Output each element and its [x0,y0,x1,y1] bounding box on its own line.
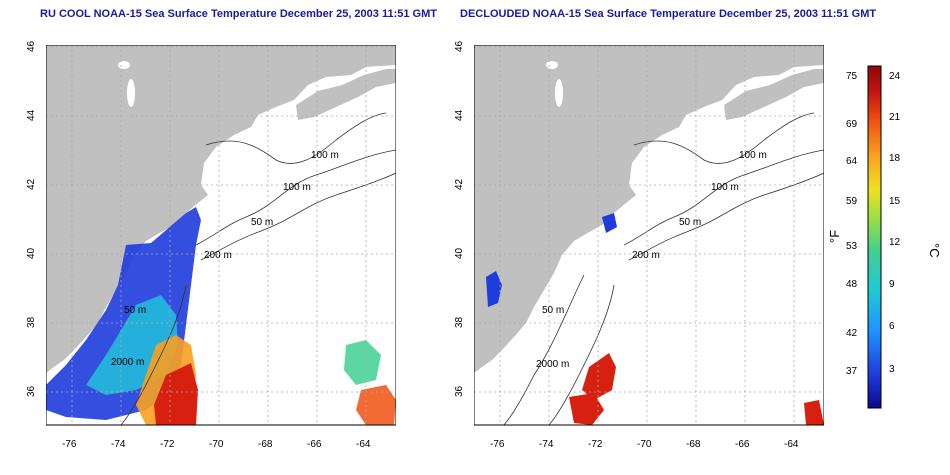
lat-tick-label: 46 [26,40,37,52]
contour-label: 200 m [204,250,232,261]
celsius-tick: 9 [889,279,895,290]
sst-patch-east [344,340,381,385]
contour-line [628,172,824,261]
lon-tick-label: -68 [258,439,273,450]
lat-tick-label: 36 [454,385,465,397]
lon-tick-label: -64 [356,439,371,450]
contour-label: 50 m [124,305,146,316]
lake [546,61,558,69]
lon-tick-label: -66 [735,439,750,450]
sst-colorbar: 75 69 64 59 53 48 42 37 24 21 18 15 12 9… [827,65,942,409]
fahrenheit-tick: 53 [846,241,858,252]
map-frame [46,45,396,426]
celsius-tick: 12 [889,237,901,248]
lat-tick-label: 44 [26,109,37,121]
left-sst-map: 100 m 100 m 50 m 200 m 50 m 2000 m [46,45,396,426]
lake [127,79,135,107]
lake [118,61,130,69]
graticule [474,45,824,425]
left-lat-axis: 46 44 42 40 38 36 [26,40,37,397]
contour-label: 50 m [679,217,701,228]
left-map-title: RU COOL NOAA-15 Sea Surface Temperature … [40,8,437,20]
nova-scotia-land [296,69,396,120]
right-lon-axis: -76 -74 -72 -70 -68 -66 -64 [490,439,799,450]
contour-label: 2000 m [111,357,144,368]
sst-swath-hot [154,363,198,425]
lon-tick-label: -66 [307,439,322,450]
sst-patch-gulfstream [569,393,604,425]
contour-line [548,284,615,426]
left-lon-axis: -76 -74 -72 -70 -68 -66 -64 [62,439,371,450]
right-sst-map: 100 m 100 m 50 m 200 m 50 m 2000 m [474,45,824,426]
celsius-unit-label: °C [927,243,942,258]
lake [555,79,563,107]
contour-line [195,149,396,246]
celsius-tick: 18 [889,153,901,164]
contour-label: 100 m [711,182,739,193]
fahrenheit-tick: 48 [846,279,858,290]
celsius-tick: 21 [889,112,901,123]
fahrenheit-tick: 75 [846,71,858,82]
lon-tick-label: -68 [686,439,701,450]
lat-tick-label: 42 [454,178,465,190]
right-map-title: DECLOUDED NOAA-15 Sea Surface Temperatur… [460,8,877,20]
contour-label: 100 m [283,182,311,193]
sst-patch-southeast [356,385,396,425]
lon-tick-label: -70 [637,439,652,450]
celsius-tick: 24 [889,71,901,82]
lon-tick-label: -72 [588,439,603,450]
lon-tick-label: -64 [784,439,799,450]
land-mass [474,45,824,373]
nova-scotia-land [724,69,824,120]
sst-patch-coastal-cold [602,213,617,233]
lat-tick-label: 42 [26,178,37,190]
contour-line [633,112,815,164]
graticule [46,45,396,425]
lat-tick-label: 40 [454,247,465,259]
fahrenheit-unit-label: °F [827,230,842,243]
lat-tick-label: 46 [454,40,465,52]
lon-tick-label: -76 [62,439,77,450]
lon-tick-label: -72 [160,439,175,450]
contour-label: 200 m [632,250,660,261]
lon-tick-label: -74 [111,439,126,450]
contour-label: 100 m [311,150,339,161]
sst-patch-coastal-cold [486,271,502,307]
celsius-tick: 6 [889,321,895,332]
contour-line [623,149,824,246]
contour-label: 100 m [739,150,767,161]
fahrenheit-tick: 37 [846,366,858,377]
colorbar-gradient [867,65,882,409]
lat-tick-label: 38 [454,316,465,328]
lon-tick-label: -76 [490,439,505,450]
sst-patch-gulfstream [582,353,616,400]
contour-line [205,112,387,164]
celsius-tick: 15 [889,196,901,207]
contour-line [120,284,187,426]
lat-tick-label: 38 [26,316,37,328]
lat-tick-label: 36 [26,385,37,397]
contour-line [503,274,585,426]
right-lat-axis: 46 44 42 40 38 36 [454,40,465,397]
fahrenheit-tick: 64 [846,156,858,167]
contour-label: 50 m [251,217,273,228]
lat-tick-label: 40 [26,247,37,259]
contour-label: 50 m [542,305,564,316]
map-frame [474,45,824,426]
lon-tick-label: -70 [209,439,224,450]
lon-tick-label: -74 [539,439,554,450]
contour-line [200,172,396,261]
fahrenheit-tick: 69 [846,119,858,130]
sst-patch-east [804,400,824,425]
land-mass [46,45,396,373]
celsius-tick: 3 [889,364,895,375]
fahrenheit-tick: 59 [846,196,858,207]
contour-label: 2000 m [536,359,569,370]
lat-tick-label: 44 [454,109,465,121]
fahrenheit-tick: 42 [846,328,858,339]
